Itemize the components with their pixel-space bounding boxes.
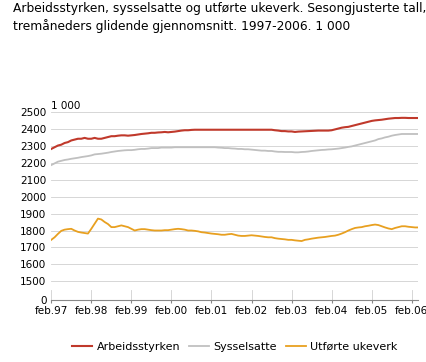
Line: Utførte ukeverk: Utførte ukeverk <box>51 219 417 241</box>
Arbeidsstyrken <box>219 127 224 132</box>
Arbeidsstyrken <box>185 128 190 132</box>
Utførte ukeverk <box>408 225 413 229</box>
Text: 1 000: 1 000 <box>51 101 81 111</box>
Line: Sysselsatte: Sysselsatte <box>51 134 417 165</box>
Utførte ukeverk <box>95 216 100 221</box>
Arbeidsstyrken <box>142 131 147 136</box>
Sysselsatte <box>142 147 147 151</box>
Utførte ukeverk <box>145 227 150 232</box>
Sysselsatte <box>185 145 190 150</box>
Sysselsatte <box>262 148 267 153</box>
Arbeidsstyrken <box>415 116 420 120</box>
Utførte ukeverk <box>415 225 420 230</box>
Sysselsatte <box>415 132 420 136</box>
Sysselsatte <box>405 132 410 136</box>
Utførte ukeverk <box>49 238 54 242</box>
Arbeidsstyrken <box>132 133 137 137</box>
Line: Arbeidsstyrken: Arbeidsstyrken <box>51 118 417 149</box>
Utførte ukeverk <box>222 232 227 237</box>
Sysselsatte <box>219 146 224 150</box>
Utførte ukeverk <box>265 235 270 240</box>
Sysselsatte <box>398 132 403 136</box>
Arbeidsstyrken <box>405 116 410 120</box>
Text: Arbeidsstyrken, sysselsatte og utførte ukeverk. Sesongjusterte tall,
tremåneders: Arbeidsstyrken, sysselsatte og utførte u… <box>13 2 425 33</box>
Utførte ukeverk <box>188 228 193 233</box>
Utførte ukeverk <box>298 239 303 243</box>
Arbeidsstyrken <box>398 116 403 120</box>
Arbeidsstyrken <box>49 147 54 151</box>
Legend: Arbeidsstyrken, Sysselsatte, Utførte ukeverk: Arbeidsstyrken, Sysselsatte, Utførte uke… <box>67 337 401 357</box>
Sysselsatte <box>49 163 54 167</box>
Sysselsatte <box>132 148 137 152</box>
Utførte ukeverk <box>135 227 140 232</box>
Arbeidsstyrken <box>262 127 267 132</box>
